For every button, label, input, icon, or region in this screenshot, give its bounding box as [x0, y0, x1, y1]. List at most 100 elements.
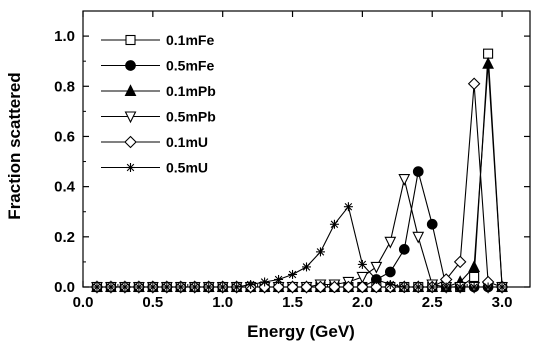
legend-marker	[125, 34, 136, 46]
data-point	[426, 218, 438, 230]
legend-label: 0.5mU	[166, 160, 208, 176]
series-layer	[90, 48, 509, 294]
legend: 0.1mFe 0.5mFe 0.1mPb 0.5mPb 0.1mU 0.5mU	[101, 32, 216, 176]
y-axis-title: Fraction scattered	[5, 72, 24, 219]
data-point	[92, 282, 102, 292]
data-point	[288, 269, 298, 279]
x-tick-label: 1.0	[212, 294, 233, 311]
data-point	[482, 56, 494, 69]
data-point	[468, 260, 481, 272]
data-point	[412, 231, 425, 244]
data-point	[342, 280, 355, 294]
data-point	[469, 271, 480, 283]
data-point	[134, 282, 144, 292]
data-point	[176, 282, 186, 292]
legend-marker	[124, 111, 137, 124]
data-point	[413, 282, 423, 292]
y-tick-label: 0.6	[54, 128, 75, 145]
data-point	[384, 236, 397, 249]
data-point	[302, 262, 311, 272]
data-point	[412, 166, 424, 177]
data-point	[497, 282, 507, 292]
series-line	[97, 63, 503, 288]
data-point	[315, 247, 325, 257]
data-point	[314, 280, 327, 294]
plot-frame	[82, 10, 531, 288]
data-point	[260, 277, 270, 287]
x-tick-label: 0.5	[142, 294, 163, 311]
x-tick-label: 2.5	[422, 294, 443, 311]
data-point	[162, 282, 172, 292]
data-point	[204, 282, 214, 292]
legend-entry: 0.5mU	[101, 160, 208, 176]
data-point	[398, 244, 410, 255]
data-point	[232, 282, 242, 292]
data-point	[370, 280, 383, 294]
x-tick-label: 0.0	[73, 294, 94, 311]
y-tick-label: 0.2	[54, 229, 75, 246]
data-point	[384, 266, 396, 278]
legend-entry: 0.5mFe	[101, 58, 214, 74]
series-line	[97, 205, 503, 288]
data-point	[483, 282, 493, 292]
data-point	[272, 280, 285, 294]
data-point	[328, 280, 341, 294]
x-axis-title: Energy (GeV)	[247, 322, 355, 341]
legend-label: 0.1mFe	[166, 32, 214, 48]
data-point	[399, 282, 409, 292]
legend-marker	[126, 163, 135, 172]
legend-entry: 0.1mFe	[101, 32, 214, 48]
y-tick-label: 0.8	[54, 78, 75, 95]
data-point	[190, 282, 200, 292]
y-tick-label: 0.4	[54, 179, 76, 196]
legend-label: 0.1mU	[166, 134, 208, 150]
legend-marker	[125, 60, 136, 71]
series-line	[97, 53, 503, 288]
data-point	[329, 219, 339, 229]
data-point	[357, 259, 367, 269]
x-tick-label: 1.5	[282, 294, 303, 311]
data-point	[343, 202, 353, 212]
data-point	[300, 280, 313, 294]
series-0.5mFe	[91, 166, 508, 293]
legend-marker	[124, 135, 137, 149]
data-point	[120, 282, 130, 292]
y-tick-label: 1.0	[54, 28, 75, 45]
data-point	[218, 282, 228, 292]
data-point	[356, 271, 369, 284]
data-point	[441, 282, 451, 292]
legend-entry: 0.1mU	[101, 134, 208, 150]
data-point	[370, 261, 383, 274]
series-0.5mU	[92, 202, 507, 292]
data-point	[453, 255, 467, 269]
data-point	[371, 274, 381, 284]
series-0.1mU	[90, 77, 509, 294]
data-point	[274, 274, 284, 284]
data-point	[148, 282, 158, 292]
series-0.1mFe	[91, 48, 508, 293]
legend-entry: 0.1mPb	[101, 83, 216, 99]
data-point	[286, 280, 299, 294]
data-point	[398, 174, 411, 186]
series-0.1mPb	[91, 56, 508, 293]
data-point	[483, 48, 494, 59]
data-point	[246, 279, 256, 289]
legend-label: 0.1mPb	[166, 83, 216, 99]
y-tick-label: 0.0	[54, 279, 75, 296]
data-point	[467, 77, 481, 91]
data-point	[469, 282, 479, 292]
legend-marker	[124, 84, 137, 97]
legend-entry: 0.5mPb	[101, 109, 216, 125]
x-tick-label: 2.0	[352, 294, 373, 311]
data-point	[455, 282, 465, 292]
series-line	[97, 83, 503, 288]
legend-label: 0.5mPb	[166, 109, 216, 125]
data-point	[385, 279, 395, 289]
data-point	[427, 282, 437, 292]
data-point	[356, 280, 369, 294]
legend-label: 0.5mFe	[166, 58, 214, 74]
x-tick-label: 3.0	[492, 294, 513, 311]
data-point	[106, 282, 116, 292]
